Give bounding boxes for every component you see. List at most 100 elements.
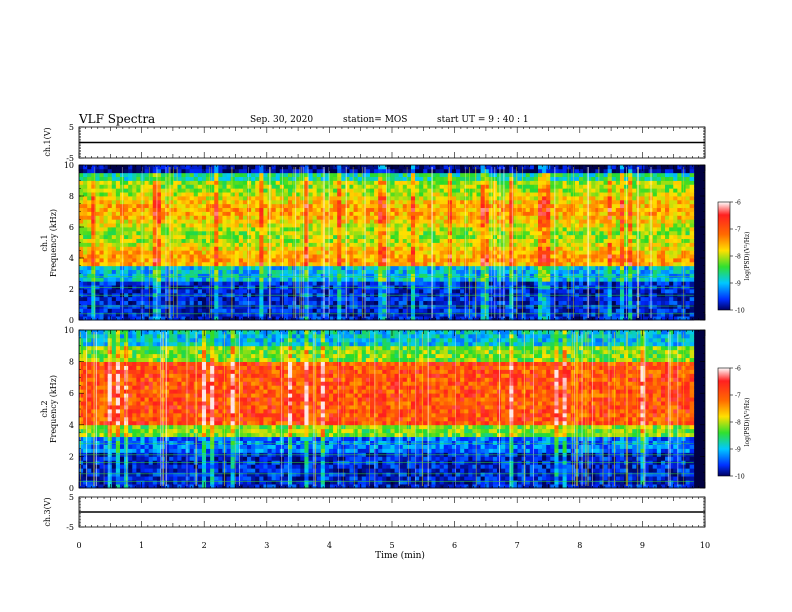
spectrogram-cell <box>210 165 215 170</box>
spectrogram-cell <box>497 192 502 197</box>
spectrogram-cell <box>226 188 232 193</box>
spectrogram-cell <box>173 296 178 302</box>
spectrogram-cell <box>505 227 510 232</box>
spectrogram-cell <box>505 296 510 302</box>
spectrogram-cell <box>505 168 510 174</box>
spectrogram-cell <box>390 242 395 247</box>
spectrogram-cell <box>251 196 256 201</box>
spectrogram-cell <box>300 281 305 286</box>
spectrogram-cell <box>132 277 137 282</box>
spectrogram-cell <box>497 304 502 309</box>
spectrogram-cell <box>279 261 285 267</box>
spectrogram-cell <box>230 296 236 302</box>
spectrogram-cell <box>484 211 490 216</box>
spectrogram-cell <box>259 199 264 205</box>
spectrogram-cell <box>427 230 432 236</box>
spectrogram-cell <box>415 165 420 170</box>
spectrogram-cell <box>156 250 162 255</box>
spectrogram-cell <box>353 242 359 247</box>
spectrogram-cell <box>181 215 186 220</box>
spectrogram-cell <box>185 199 191 205</box>
spectrogram-cell <box>439 192 445 197</box>
spectrogram-cell <box>312 304 318 309</box>
spectrogram-cell <box>386 281 391 286</box>
spectrogram-cell <box>472 242 477 247</box>
spectrogram-cell <box>296 308 301 313</box>
spectrogram-cell <box>550 261 555 267</box>
spectrogram-cell <box>304 223 309 228</box>
spectrogram-cell <box>312 184 318 189</box>
spectrogram-cell <box>234 281 240 286</box>
spectrogram-cell <box>468 180 473 185</box>
spectrogram-cell <box>214 281 219 286</box>
spectrogram-cell <box>525 180 531 185</box>
spectrogram-cell <box>263 289 268 294</box>
spectrogram-cell <box>484 165 490 170</box>
spectrogram-cell <box>83 215 88 220</box>
spectrogram-cell <box>304 184 309 189</box>
spectrogram-cell <box>460 316 465 321</box>
spectrogram-cell <box>468 207 473 212</box>
spectrogram-cell <box>107 168 113 174</box>
spectrogram-cell <box>456 281 461 286</box>
spectrogram-cell <box>263 196 268 201</box>
spectrogram-cell <box>439 219 445 224</box>
spectrogram-cell <box>193 172 199 178</box>
spectrogram-cell <box>189 215 195 220</box>
spectrogram-cell <box>165 258 170 263</box>
spectrogram-cell <box>283 199 289 205</box>
spectrogram-cell <box>525 246 531 251</box>
spectrogram-cell <box>337 234 342 240</box>
spectrogram-cell <box>529 203 535 209</box>
spectrogram-cell <box>128 196 133 201</box>
spectrogram-cell <box>181 242 186 247</box>
spectrogram-cell <box>169 180 174 185</box>
spectrogram-cell <box>275 223 281 228</box>
spectrogram-cell <box>103 223 109 228</box>
spectrogram-cell <box>222 300 227 305</box>
spectrogram-cell <box>558 261 563 267</box>
spectrogram-cell <box>509 269 514 274</box>
spectrogram-cell <box>353 203 359 209</box>
spectrogram-cell <box>103 184 109 189</box>
spectrogram-cell <box>160 261 166 267</box>
spectrogram-cell <box>410 172 416 178</box>
spectrogram-cell <box>275 281 281 286</box>
spectrogram-cell <box>349 304 354 309</box>
spectrogram-cell <box>296 316 301 321</box>
spectrogram-cell <box>328 223 334 228</box>
spectrogram-cell <box>103 168 109 174</box>
spectrogram-cell <box>529 246 535 251</box>
spectrogram-cell <box>103 265 109 271</box>
spectrogram-cell <box>427 219 432 224</box>
spectrogram-cell <box>324 316 330 321</box>
spectrogram-cell <box>328 289 334 294</box>
spectrogram-cell <box>169 258 174 263</box>
spectrogram-cell <box>251 203 256 209</box>
spectrogram-cell <box>550 296 555 302</box>
spectrogram-cell <box>210 203 215 209</box>
spectrogram-cell <box>247 242 252 247</box>
spectrogram-cell <box>300 289 305 294</box>
spectrogram-cell <box>357 203 363 209</box>
spectrogram-cell <box>238 219 244 224</box>
spectrogram-cell <box>304 211 309 216</box>
spectrogram-cell <box>386 176 391 181</box>
spectrogram-cell <box>361 180 367 185</box>
spectrogram-cell <box>263 199 268 205</box>
spectrogram-cell <box>431 281 436 286</box>
spectrogram-cell <box>337 176 342 181</box>
spectrogram-cell <box>304 227 309 232</box>
spectrogram-cell <box>328 234 334 240</box>
spectrogram-cell <box>369 192 375 197</box>
spectrogram-cell <box>353 168 359 174</box>
spectrogram-cell <box>337 258 342 263</box>
spectrogram-cell <box>435 238 441 243</box>
spectrogram-cell <box>263 184 268 189</box>
spectrogram-cell <box>312 250 318 255</box>
spectrogram-cell <box>333 261 338 267</box>
spectrogram-cell <box>152 242 158 247</box>
spectrogram-cell <box>308 261 313 267</box>
spectrogram-cell <box>382 308 387 313</box>
spectrogram-cell <box>542 230 547 236</box>
